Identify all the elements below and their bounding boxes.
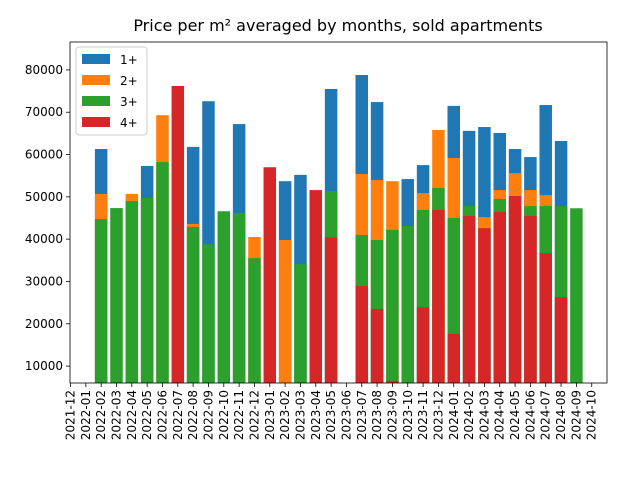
x-tick-label: 2024-02 (462, 390, 476, 440)
y-tick-label: 60000 (25, 148, 63, 162)
y-tick-label: 30000 (25, 274, 63, 288)
x-tick-label: 2024-07 (539, 390, 553, 440)
bar (554, 297, 568, 383)
bar (370, 308, 384, 383)
y-tick-label: 20000 (25, 317, 63, 331)
bar (125, 201, 139, 383)
x-tick-label: 2024-04 (493, 390, 507, 440)
bar (493, 212, 506, 383)
x-tick-label: 2022-09 (201, 390, 215, 440)
x-tick-label: 2022-01 (79, 390, 93, 440)
bar (539, 253, 552, 383)
bar (355, 286, 369, 383)
x-tick-label: 2022-05 (140, 390, 154, 440)
bar (478, 228, 491, 383)
y-tick-label: 70000 (25, 105, 63, 119)
x-tick-label: 2022-10 (217, 390, 231, 440)
chart-title: Price per m² averaged by months, sold ap… (133, 16, 542, 35)
bar (524, 215, 537, 383)
bar (156, 162, 169, 383)
bar (401, 226, 415, 383)
bar (171, 86, 185, 383)
x-tick-label: 2024-10 (585, 390, 599, 440)
y-tick-label: 40000 (25, 232, 63, 246)
x-tick-label: 2024-08 (554, 390, 568, 440)
plot-frame (69, 41, 608, 384)
x-tick-label: 2024-05 (508, 390, 522, 440)
x-tick-label: 2023-09 (385, 390, 399, 440)
legend-swatch (82, 117, 110, 127)
bar (140, 198, 154, 383)
x-tick-label: 2023-08 (370, 390, 384, 440)
bar (232, 212, 246, 383)
legend-label: 4+ (120, 116, 138, 130)
legend-label: 3+ (120, 95, 138, 109)
x-tick-label: 2022-12 (247, 390, 261, 440)
legend-label: 1+ (120, 53, 138, 67)
bar (416, 307, 430, 383)
bar (309, 190, 323, 383)
x-tick-label: 2023-04 (309, 390, 323, 440)
x-tick-label: 2023-10 (401, 390, 415, 440)
bar (217, 211, 231, 383)
bar (324, 237, 338, 383)
x-tick-label: 2023-07 (355, 390, 369, 440)
x-tick-label: 2023-12 (431, 390, 445, 440)
bar (202, 244, 215, 383)
x-tick-label: 2023-11 (416, 390, 430, 440)
bar (386, 380, 399, 383)
legend-frame (75, 46, 148, 136)
x-tick-label: 2024-06 (523, 390, 537, 440)
y-tick-label: 80000 (25, 63, 63, 77)
x-tick-label: 2022-07 (171, 390, 185, 440)
bar (110, 208, 123, 383)
x-tick-label: 2022-06 (155, 390, 169, 440)
bar (570, 208, 583, 383)
bar (278, 240, 292, 383)
x-tick-label: 2024-01 (447, 390, 461, 440)
bar (462, 215, 476, 383)
x-tick-label: 2022-08 (186, 390, 200, 440)
bar (386, 229, 399, 383)
x-tick-label: 2024-09 (569, 390, 583, 440)
x-tick-label: 2023-05 (324, 390, 338, 440)
x-tick-label: 2022-02 (94, 390, 108, 440)
legend: 1+ 2+ 3+ 4+ (75, 46, 148, 136)
x-tick-label: 2023-01 (263, 390, 277, 440)
bar (447, 333, 460, 383)
y-tick-label: 10000 (25, 359, 63, 373)
bar (94, 219, 108, 383)
x-tick-label: 2021-12 (64, 390, 78, 440)
y-tick-label: 50000 (25, 190, 63, 204)
bar (186, 226, 200, 383)
legend-swatch (82, 75, 110, 85)
x-tick-label: 2022-03 (109, 390, 123, 440)
bar (508, 196, 522, 383)
x-tick-label: 2023-03 (293, 390, 307, 440)
legend-label: 2+ (120, 74, 138, 88)
bar (263, 167, 277, 383)
bar (248, 258, 261, 383)
x-tick-label: 2024-03 (477, 390, 491, 440)
x-tick-label: 2023-02 (278, 390, 292, 440)
legend-swatch (82, 54, 110, 64)
bar (294, 264, 307, 383)
legend-swatch (82, 96, 110, 106)
x-tick-label: 2023-06 (339, 390, 353, 440)
x-tick-label: 2022-11 (232, 390, 246, 440)
x-tick-label: 2022-04 (125, 390, 139, 440)
bar (432, 209, 445, 383)
